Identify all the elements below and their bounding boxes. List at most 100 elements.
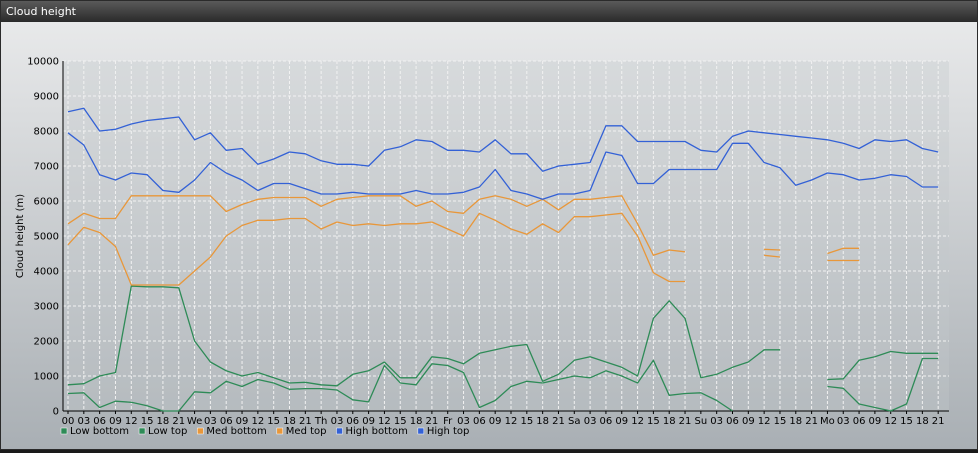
legend-item-med-top: Med top — [276, 426, 327, 437]
x-tick-label: 12 — [251, 416, 264, 427]
cloud-height-chart: 0 1000 2000 3000 4000 5000 6000 7000 8000 9000 100… — [15, 57, 949, 437]
x-tick-label: 00 — [62, 416, 75, 427]
series-line-med-bottom — [67, 212, 685, 286]
x-tick-label: Fr — [443, 416, 453, 427]
x-tick-label: 03 — [710, 416, 723, 427]
y-tick-label: 3000 — [34, 302, 59, 313]
widget-title: Cloud height — [6, 5, 76, 18]
x-tick-label: 12 — [378, 416, 391, 427]
y-tick-label: 7000 — [34, 162, 59, 173]
legend-label: Med bottom — [206, 426, 266, 437]
x-tick-label: 09 — [362, 416, 375, 427]
y-tick-label: 10000 — [27, 57, 59, 68]
x-tick-label: Su — [695, 416, 708, 427]
x-tick-label: 06 — [600, 416, 613, 427]
x-tick-label: 03 — [204, 416, 217, 427]
grid-layer — [63, 60, 949, 412]
x-tick-label: 03 — [331, 416, 344, 427]
x-tick-label: 15 — [141, 416, 154, 427]
x-tick-label: 21 — [552, 416, 565, 427]
series-high-bottom — [67, 132, 939, 200]
legend-label: Low top — [148, 426, 187, 437]
x-tick-label: 21 — [679, 416, 692, 427]
x-tick-label: 06 — [853, 416, 866, 427]
legend-swatch — [276, 427, 284, 435]
x-tick-label: 06 — [220, 416, 233, 427]
legend-swatch — [197, 427, 204, 435]
x-tick-label: 21 — [172, 416, 185, 427]
x-tick-label: 18 — [157, 416, 170, 427]
y-tick-label: 1000 — [34, 372, 59, 383]
x-tick-label: 15 — [520, 416, 533, 427]
series-low-bottom — [67, 357, 939, 412]
x-tick-label: 03 — [457, 416, 470, 427]
series-line-med-top — [827, 247, 860, 255]
legend-item-low-top: Low top — [138, 426, 187, 437]
series-high-top — [67, 107, 939, 172]
x-tick-label: 18 — [283, 416, 296, 427]
widget-title-bar: Cloud height — [1, 1, 977, 22]
y-tick-label: 6000 — [34, 197, 59, 208]
legend-swatch — [138, 427, 146, 435]
legend-label: High top — [427, 426, 470, 437]
x-tick-label: 18 — [536, 416, 549, 427]
legend: Low bottom Low top Med bottom Med top High b… — [60, 426, 470, 437]
x-tick-label: 21 — [932, 416, 945, 427]
x-tick-label: 06 — [473, 416, 486, 427]
x-tick-label: 06 — [726, 416, 739, 427]
x-tick-label: We — [187, 416, 202, 427]
x-tick-label: 18 — [410, 416, 423, 427]
x-tick-label: 12 — [505, 416, 518, 427]
series-line-low-bottom — [827, 357, 939, 412]
y-tick-label: 2000 — [34, 337, 59, 348]
series-line-med-bottom — [764, 254, 781, 258]
x-tick-label: 21 — [299, 416, 312, 427]
legend-label: Med top — [286, 426, 327, 437]
x-tick-label: 15 — [647, 416, 660, 427]
x-tick-label: 12 — [758, 416, 771, 427]
series-med-bottom — [67, 212, 860, 286]
x-tick-label: 18 — [663, 416, 676, 427]
x-tick-label: 03 — [837, 416, 850, 427]
x-tick-label: 06 — [93, 416, 106, 427]
y-tick-label: 5000 — [34, 232, 59, 243]
legend-item-high-top: High top — [417, 426, 470, 437]
x-tick-label: 18 — [789, 416, 802, 427]
series-low-top — [67, 285, 939, 387]
x-tick-label: 03 — [77, 416, 90, 427]
series-line-high-top — [67, 107, 939, 172]
x-tick-label: 06 — [346, 416, 359, 427]
y-tick-label: 8000 — [34, 127, 59, 138]
axis-layer: 0 1000 2000 3000 4000 5000 6000 7000 8000 9000 100… — [27, 57, 949, 427]
legend-item-high-bottom: High bottom — [336, 426, 408, 437]
y-axis-label: Cloud height (m) — [15, 194, 26, 278]
legend-swatch — [417, 427, 425, 435]
legend-label: Low bottom — [70, 426, 129, 437]
x-tick-label: 12 — [631, 416, 644, 427]
x-tick-label: 09 — [742, 416, 755, 427]
x-tick-label: 15 — [900, 416, 913, 427]
x-tick-label: 18 — [916, 416, 929, 427]
x-tick-label: 12 — [884, 416, 897, 427]
x-tick-label: Mo — [820, 416, 835, 427]
series-line-low-top — [827, 350, 939, 381]
x-tick-label: 09 — [615, 416, 628, 427]
series-layer — [67, 107, 939, 412]
legend-item-med-bottom: Med bottom — [197, 426, 267, 437]
x-tick-label: 21 — [805, 416, 818, 427]
y-tick-label: 0 — [53, 407, 59, 418]
x-tick-label: 09 — [869, 416, 882, 427]
legend-label: High bottom — [346, 426, 408, 437]
series-line-med-top — [764, 248, 781, 251]
legend-item-low-bottom: Low bottom — [60, 426, 129, 437]
x-tick-label: 09 — [109, 416, 122, 427]
x-tick-label: 09 — [489, 416, 502, 427]
y-tick-label: 4000 — [34, 267, 59, 278]
x-tick-label: 15 — [774, 416, 787, 427]
legend-swatch — [336, 427, 343, 435]
series-line-med-top — [67, 195, 686, 256]
legend-swatch — [60, 427, 68, 435]
x-tick-label: Th — [314, 416, 327, 427]
x-tick-label: 15 — [394, 416, 407, 427]
